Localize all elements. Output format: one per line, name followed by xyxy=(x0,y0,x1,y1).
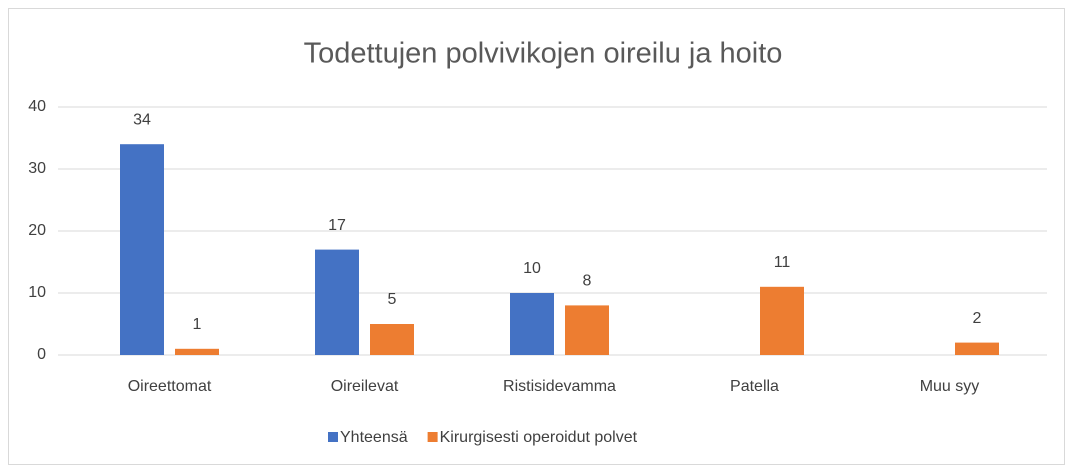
data-label: 34 xyxy=(133,111,151,128)
y-tick-label: 0 xyxy=(37,346,46,363)
legend-label: Yhteensä xyxy=(340,429,408,446)
chart-frame xyxy=(8,8,1065,465)
y-tick-label: 10 xyxy=(28,284,46,301)
bar xyxy=(120,144,164,355)
bar xyxy=(175,348,219,355)
data-label: 8 xyxy=(583,273,592,290)
bar xyxy=(760,286,804,355)
x-tick-label: Ristisidevamma xyxy=(503,378,616,395)
x-tick-label: Oireettomat xyxy=(128,378,212,395)
data-label: 10 xyxy=(523,260,541,277)
legend-swatch xyxy=(427,432,438,442)
legend-swatch xyxy=(328,432,338,442)
data-label: 1 xyxy=(193,316,202,333)
bar xyxy=(315,249,359,355)
y-tick-label: 30 xyxy=(28,160,46,177)
chart-title: Todettujen polvivikojen oireilu ja hoito xyxy=(304,38,783,70)
legend-label: Kirurgisesti operoidut polvet xyxy=(440,429,638,446)
data-label: 2 xyxy=(973,310,982,327)
bar xyxy=(955,342,999,355)
bar xyxy=(510,293,554,355)
y-tick-label: 20 xyxy=(28,222,46,239)
data-label: 5 xyxy=(388,291,397,308)
bar xyxy=(565,305,609,355)
x-tick-label: Oireilevat xyxy=(331,378,399,395)
data-label: 17 xyxy=(328,217,346,234)
x-tick-label: Patella xyxy=(730,378,779,395)
data-label: 11 xyxy=(774,254,791,271)
bar xyxy=(370,324,414,355)
x-tick-label: Muu syy xyxy=(920,378,980,395)
y-tick-label: 40 xyxy=(28,98,46,115)
